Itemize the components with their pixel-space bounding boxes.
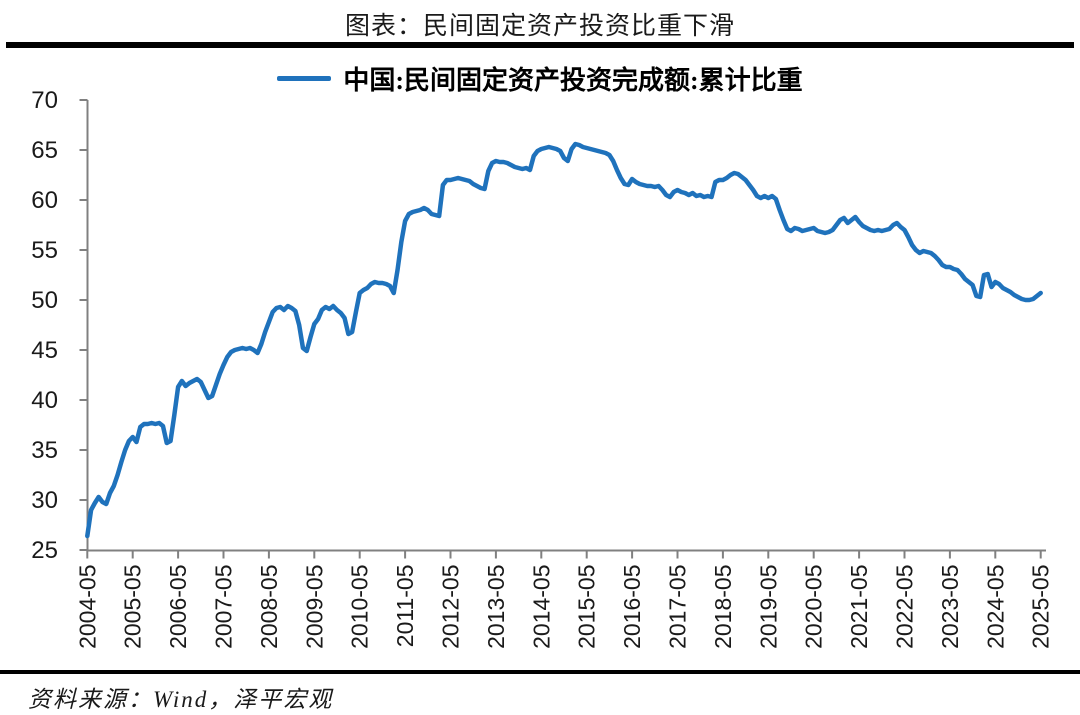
x-axis-label: 2008-05 bbox=[256, 565, 282, 649]
x-axis-label: 2023-05 bbox=[937, 565, 963, 649]
y-axis-label: 70 bbox=[31, 87, 58, 114]
x-axis-label: 2006-05 bbox=[165, 565, 191, 649]
series-line bbox=[85, 141, 1043, 539]
y-axis-label: 60 bbox=[31, 187, 58, 214]
legend-series-label: 中国:民间固定资产投资完成额:累计比重 bbox=[343, 66, 803, 95]
page-title: 图表：民间固定资产投资比重下滑 bbox=[344, 13, 735, 40]
y-axis-label: 55 bbox=[31, 237, 58, 264]
x-axis-label: 2007-05 bbox=[211, 565, 237, 649]
x-axis-label: 2021-05 bbox=[846, 565, 872, 649]
x-axis-label: 2015-05 bbox=[574, 565, 600, 649]
x-axis-label: 2024-05 bbox=[982, 565, 1008, 649]
x-axis-label: 2011-05 bbox=[392, 565, 418, 648]
x-axis-label: 2014-05 bbox=[528, 565, 554, 649]
x-axis-label: 2009-05 bbox=[301, 565, 327, 649]
legend-line-marker bbox=[277, 76, 332, 81]
bottom-rule-divider bbox=[0, 670, 1080, 674]
y-axis-label: 30 bbox=[31, 487, 58, 514]
x-axis-label: 2022-05 bbox=[892, 565, 918, 649]
y-axis-label: 45 bbox=[31, 337, 58, 364]
y-axis-label: 40 bbox=[31, 387, 58, 414]
x-axis-label: 2012-05 bbox=[438, 565, 464, 649]
y-axis-label: 35 bbox=[31, 437, 58, 464]
source-note: 资料来源：Wind，泽平宏观 bbox=[28, 687, 334, 712]
x-axis-label: 2025-05 bbox=[1028, 565, 1054, 649]
x-axis-label: 2020-05 bbox=[801, 565, 827, 649]
x-axis-label: 2013-05 bbox=[483, 565, 509, 649]
x-axis-label: 2004-05 bbox=[74, 565, 100, 649]
x-axis-label: 2010-05 bbox=[347, 565, 373, 649]
y-axis-label: 50 bbox=[31, 287, 58, 314]
y-axis-label: 65 bbox=[31, 137, 58, 164]
x-axis-label: 2019-05 bbox=[755, 565, 781, 649]
x-axis-label: 2005-05 bbox=[120, 565, 146, 649]
top-rule-divider bbox=[6, 42, 1074, 48]
x-axis-label: 2016-05 bbox=[619, 565, 645, 649]
x-axis-label: 2017-05 bbox=[665, 565, 691, 649]
chart-legend: 中国:民间固定资产投资完成额:累计比重 bbox=[0, 60, 1080, 97]
y-axis-label: 25 bbox=[31, 537, 58, 564]
x-axis-label: 2018-05 bbox=[710, 565, 736, 649]
